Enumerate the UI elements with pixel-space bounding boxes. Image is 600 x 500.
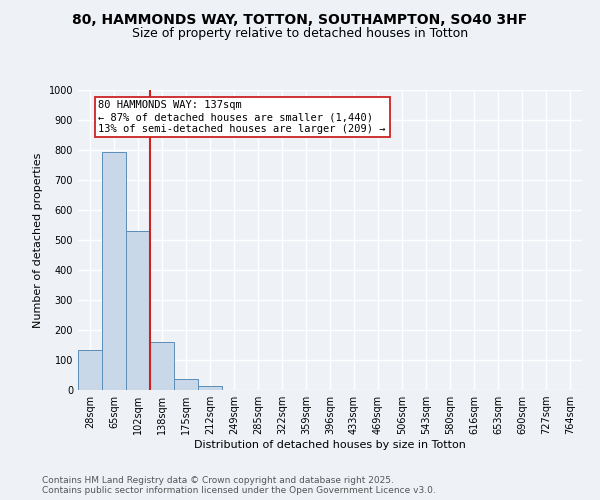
- Text: Size of property relative to detached houses in Totton: Size of property relative to detached ho…: [132, 28, 468, 40]
- Bar: [174, 379, 198, 390]
- Bar: [102, 152, 126, 390]
- Text: Contains HM Land Registry data © Crown copyright and database right 2025.
Contai: Contains HM Land Registry data © Crown c…: [42, 476, 436, 495]
- Y-axis label: Number of detached properties: Number of detached properties: [33, 152, 43, 328]
- Text: 80 HAMMONDS WAY: 137sqm
← 87% of detached houses are smaller (1,440)
13% of semi: 80 HAMMONDS WAY: 137sqm ← 87% of detache…: [98, 100, 386, 134]
- Bar: [198, 386, 222, 390]
- Bar: [126, 231, 150, 390]
- X-axis label: Distribution of detached houses by size in Totton: Distribution of detached houses by size …: [194, 440, 466, 450]
- Text: 80, HAMMONDS WAY, TOTTON, SOUTHAMPTON, SO40 3HF: 80, HAMMONDS WAY, TOTTON, SOUTHAMPTON, S…: [73, 12, 527, 26]
- Bar: [150, 342, 174, 390]
- Bar: [78, 350, 102, 390]
